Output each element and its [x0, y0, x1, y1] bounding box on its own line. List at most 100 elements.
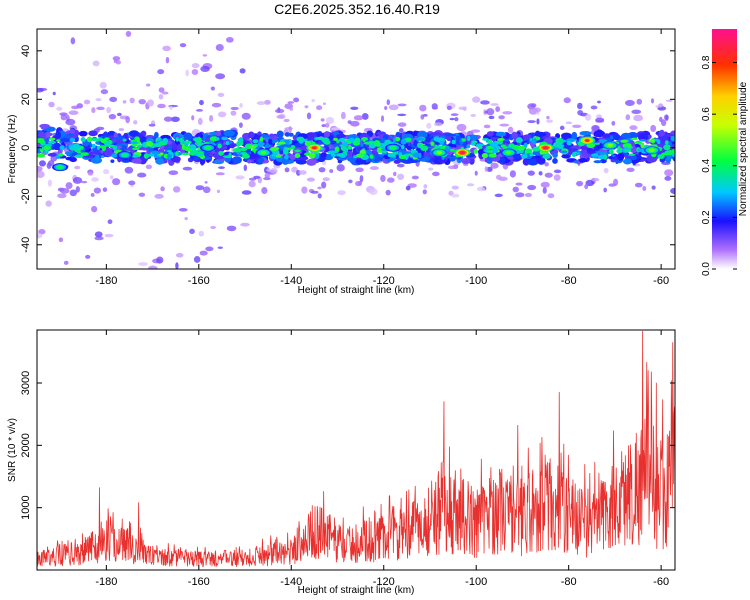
heatmap-band-cell — [223, 129, 235, 137]
heatmap-band-cell — [523, 142, 528, 149]
heatmap-band-cell — [486, 160, 492, 164]
heatmap-band-cell — [515, 137, 523, 144]
heatmap-noise-cell — [384, 105, 388, 110]
heatmap-noise-cell — [154, 193, 164, 199]
heatmap-hotspot — [436, 151, 442, 155]
heatmap-noise-cell — [577, 110, 584, 116]
heatmap-band-cell — [337, 159, 343, 164]
heatmap-band-cell — [433, 136, 440, 142]
heatmap-band-cell — [332, 143, 344, 148]
heatmap-band-cell — [122, 138, 127, 142]
heatmap-noise-cell — [386, 99, 391, 106]
heatmap-noise-cell — [264, 99, 271, 105]
heatmap-band-cell — [451, 139, 456, 145]
colorbar-tick-label: 0.2 — [701, 210, 712, 224]
heatmap-noise-cell — [524, 192, 532, 198]
heatmap-band-cell — [171, 143, 178, 150]
heatmap-band-cell — [80, 152, 89, 156]
heatmap-band-cell — [89, 151, 102, 155]
heatmap-noise-cell — [388, 104, 399, 111]
heatmap-band-cell — [608, 148, 614, 154]
heatmap-band-cell — [486, 131, 494, 137]
heatmap-band-cell — [555, 137, 564, 143]
heatmap-band-cell — [418, 152, 422, 159]
snr-frame — [36, 329, 676, 571]
heatmap-noise-cell — [664, 175, 672, 181]
heatmap-noise-cell — [470, 129, 481, 133]
heatmap-band-cell — [74, 154, 84, 159]
heatmap-noise-cell — [216, 189, 221, 194]
snr-xtick-label: -100 — [465, 576, 487, 588]
heatmap-noise-cell — [215, 43, 224, 52]
heatmap-band-cell — [670, 135, 675, 142]
heatmap-noise-cell — [138, 98, 146, 105]
heatmap-noise-cell — [348, 179, 353, 184]
heatmap-band-cell — [582, 153, 591, 158]
heatmap-band-cell — [296, 159, 307, 165]
heatmap-noise-cell — [195, 109, 204, 112]
heatmap-noise-cell — [116, 112, 122, 117]
heatmap-noise-cell — [56, 106, 63, 111]
heatmap-noise-cell — [642, 186, 647, 191]
heatmap-noise-cell — [331, 127, 341, 131]
heatmap-noise-cell — [243, 164, 248, 172]
heatmap-noise-cell — [655, 105, 663, 108]
heatmap-band-cell — [194, 153, 203, 157]
heatmap-noise-cell — [240, 222, 250, 227]
heatmap-band-cell — [657, 154, 665, 160]
heatmap-band-cell — [330, 150, 340, 154]
heatmap-noise-cell — [361, 113, 369, 120]
heatmap-noise-cell — [205, 246, 214, 252]
heatmap-band-cell — [343, 148, 349, 154]
heatmap-band-cell — [527, 158, 539, 166]
heatmap-band-cell — [130, 141, 139, 145]
heatmap-noise-cell — [306, 177, 315, 182]
heatmap-band-cell — [137, 144, 142, 148]
heatmap-noise-cell — [495, 174, 502, 180]
heatmap-band-cell — [249, 145, 257, 149]
heatmap-noise-cell — [38, 229, 46, 235]
heatmap-noise-cell — [369, 166, 380, 171]
heatmap-noise-cell — [87, 171, 94, 176]
heatmap-noise-cell — [162, 91, 169, 95]
heatmap-band-cell — [571, 131, 578, 140]
heatmap-band-cell — [536, 157, 546, 164]
heatmap-noise-cell — [301, 186, 308, 194]
heatmap-band-cell — [628, 153, 636, 157]
heatmap-noise-cell — [484, 166, 489, 172]
spectrogram-xtick-label: -60 — [653, 275, 669, 287]
heatmap-band-cell — [162, 137, 169, 144]
heatmap-noise-cell — [182, 166, 193, 171]
heatmap-noise-cell — [217, 111, 227, 118]
heatmap-noise-cell — [546, 115, 550, 120]
heatmap-band-cell — [576, 152, 580, 156]
heatmap-band-cell — [178, 138, 185, 143]
heatmap-band-cell — [247, 159, 252, 164]
heatmap-noise-cell — [103, 169, 110, 175]
heatmap-noise-cell — [45, 200, 52, 207]
heatmap-band-cell — [111, 153, 118, 158]
heatmap-band-cell — [298, 156, 309, 161]
heatmap-band-cell — [578, 158, 588, 163]
heatmap-noise-cell — [432, 171, 440, 177]
heatmap-noise-cell — [68, 110, 79, 116]
heatmap-band-cell — [612, 133, 621, 141]
heatmap-band-cell — [608, 156, 613, 160]
heatmap-band-cell — [208, 140, 215, 145]
heatmap-band-cell — [208, 131, 217, 135]
snr-xtick-label: -140 — [280, 576, 302, 588]
heatmap-noise-cell — [325, 116, 335, 124]
heatmap-band-cell — [363, 141, 373, 145]
heatmap-noise-cell — [447, 165, 458, 170]
heatmap-noise-cell — [191, 69, 199, 75]
spectrogram-heatmap — [37, 30, 675, 269]
snr-xtick-label: -160 — [188, 576, 210, 588]
heatmap-hotspot — [57, 165, 63, 169]
snr-y-axis: 1000 2000 3000 — [20, 371, 675, 520]
heatmap-noise-cell — [507, 126, 514, 134]
heatmap-band-cell — [184, 140, 192, 144]
heatmap-band-cell — [78, 130, 88, 137]
heatmap-band-cell — [88, 130, 98, 137]
heatmap-noise-cell — [107, 219, 113, 224]
heatmap-band-cell — [470, 142, 476, 146]
